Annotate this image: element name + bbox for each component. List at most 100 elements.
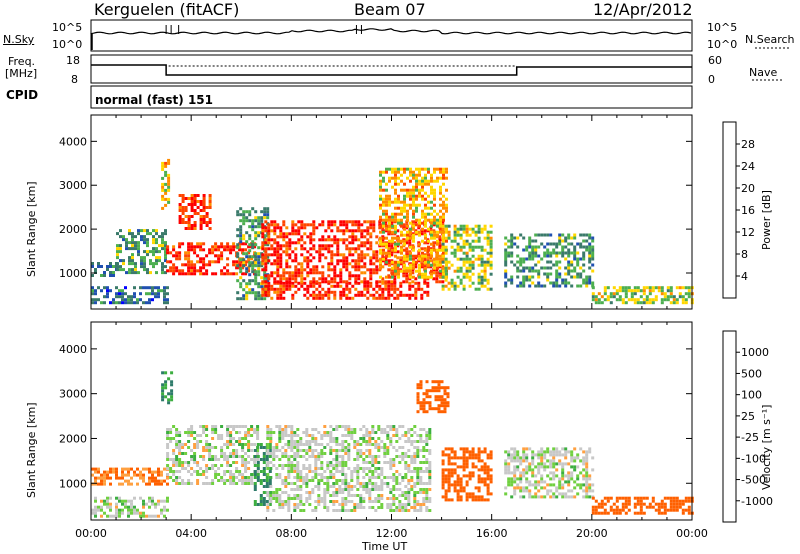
- echo-cell-8: [546, 474, 550, 478]
- echo-cell-10: [480, 263, 484, 267]
- echo-cell-8: [582, 468, 586, 472]
- echo-cell-5: [401, 458, 405, 461]
- echo-cell-4: [265, 500, 269, 503]
- echo-cell-2: [134, 247, 137, 251]
- echo-cell-5: [377, 449, 381, 452]
- echo-cell-12: [633, 292, 637, 296]
- echo-cell-2: [220, 464, 224, 467]
- echo-cell-12: [678, 286, 682, 290]
- echo-cell-2: [235, 440, 239, 443]
- echo-cell-2: [244, 431, 248, 434]
- echo-cell-5: [181, 200, 185, 203]
- echo-cell-8: [519, 459, 523, 463]
- echo-cell-8: [504, 468, 508, 472]
- echo-cell-4: [187, 272, 191, 276]
- echo-cell-8: [333, 280, 337, 284]
- echo-cell-4: [220, 251, 224, 255]
- echo-cell-8: [513, 492, 517, 496]
- echo-cell-8: [354, 262, 358, 266]
- echo-cell-8: [528, 492, 532, 496]
- echo-cell-7: [345, 293, 349, 297]
- echo-cell-9: [418, 233, 421, 237]
- echo-cell-6: [425, 389, 429, 393]
- echo-cell-5: [326, 443, 330, 446]
- echo-cell-5: [329, 437, 333, 440]
- echo-cell-8: [552, 450, 556, 454]
- echo-cell-8: [552, 453, 556, 457]
- echo-cell-5: [208, 221, 212, 224]
- echo-cell-3: [167, 377, 171, 381]
- echo-cell-2: [187, 446, 191, 449]
- echo-cell-5: [425, 506, 429, 509]
- echo-cell-0: [94, 496, 97, 500]
- echo-cell-10: [483, 248, 487, 252]
- echo-cell-9: [418, 218, 421, 222]
- echo-cell-8: [504, 450, 508, 454]
- echo-cell-9: [400, 179, 403, 183]
- echo-cell-11: [573, 254, 577, 258]
- echo-cell-0: [103, 511, 106, 515]
- echo-cell-8: [558, 477, 562, 481]
- echo-cell-5: [205, 224, 209, 227]
- echo-cell-2: [214, 476, 218, 479]
- echo-cell-4: [226, 257, 230, 261]
- echo-cell-10: [453, 233, 457, 237]
- echo-cell-5: [305, 458, 309, 461]
- echo-cell-4: [262, 455, 266, 458]
- echo-cell-7: [312, 296, 316, 300]
- echo-cell-5: [293, 494, 297, 497]
- echo-cell-7: [465, 498, 469, 502]
- echo-cell-1: [136, 467, 139, 471]
- echo-cell-9: [400, 260, 403, 264]
- echo-cell-2: [146, 229, 149, 233]
- echo-cell-5: [401, 506, 405, 509]
- echo-cell-2: [131, 268, 134, 272]
- echo-cell-3: [164, 203, 168, 207]
- echo-cell-12: [615, 292, 619, 296]
- echo-cell-8: [348, 253, 352, 257]
- echo-cell-9: [412, 227, 415, 231]
- echo-cell-11: [555, 272, 559, 276]
- echo-cell-5: [341, 443, 345, 446]
- echo-cell-8: [423, 262, 427, 266]
- echo-cell-5: [284, 503, 288, 506]
- echo-cell-5: [187, 218, 191, 221]
- echo-cell-10: [444, 248, 448, 252]
- echo-cell-9: [445, 239, 448, 243]
- echo-cell-8: [543, 486, 547, 490]
- echo-cell-11: [591, 257, 595, 261]
- echo-cell-0: [118, 301, 121, 305]
- echo-cell-1: [130, 467, 133, 471]
- echo-cell-10: [447, 224, 451, 228]
- echo-cell-4: [193, 248, 197, 252]
- echo-cell-1: [112, 274, 115, 277]
- echo-cell-8: [552, 462, 556, 466]
- echo-cell-2: [175, 476, 179, 479]
- echo-cell-5: [323, 476, 327, 479]
- echo-cell-1: [109, 476, 112, 480]
- echo-cell-10: [444, 245, 448, 249]
- echo-cell-5: [335, 491, 339, 494]
- echo-cell-3: [161, 188, 165, 192]
- echo-cell-3: [164, 188, 168, 192]
- echo-cell-2: [229, 470, 233, 473]
- echo-cell-7: [279, 284, 283, 288]
- echo-cell-9: [418, 188, 421, 192]
- echo-cell-8: [561, 483, 565, 487]
- echo-cell-1: [94, 271, 97, 274]
- echo-cell-8: [522, 489, 526, 493]
- echo-cell-5: [371, 425, 375, 428]
- echo-cell-9: [412, 215, 415, 219]
- echo-cell-9: [657, 505, 661, 509]
- echo-cell-4: [202, 257, 206, 261]
- echo-cell-7: [477, 456, 481, 460]
- echo-cell-5: [293, 497, 297, 500]
- echo-cell-6: [443, 392, 447, 396]
- echo-cell-11: [507, 245, 511, 249]
- echo-cell-9: [394, 200, 397, 204]
- echo-cell-5: [190, 200, 194, 203]
- echo-cell-6: [251, 222, 255, 226]
- echo-cell-2: [184, 461, 188, 464]
- echo-cell-2: [190, 455, 194, 458]
- echo-cell-8: [363, 277, 367, 281]
